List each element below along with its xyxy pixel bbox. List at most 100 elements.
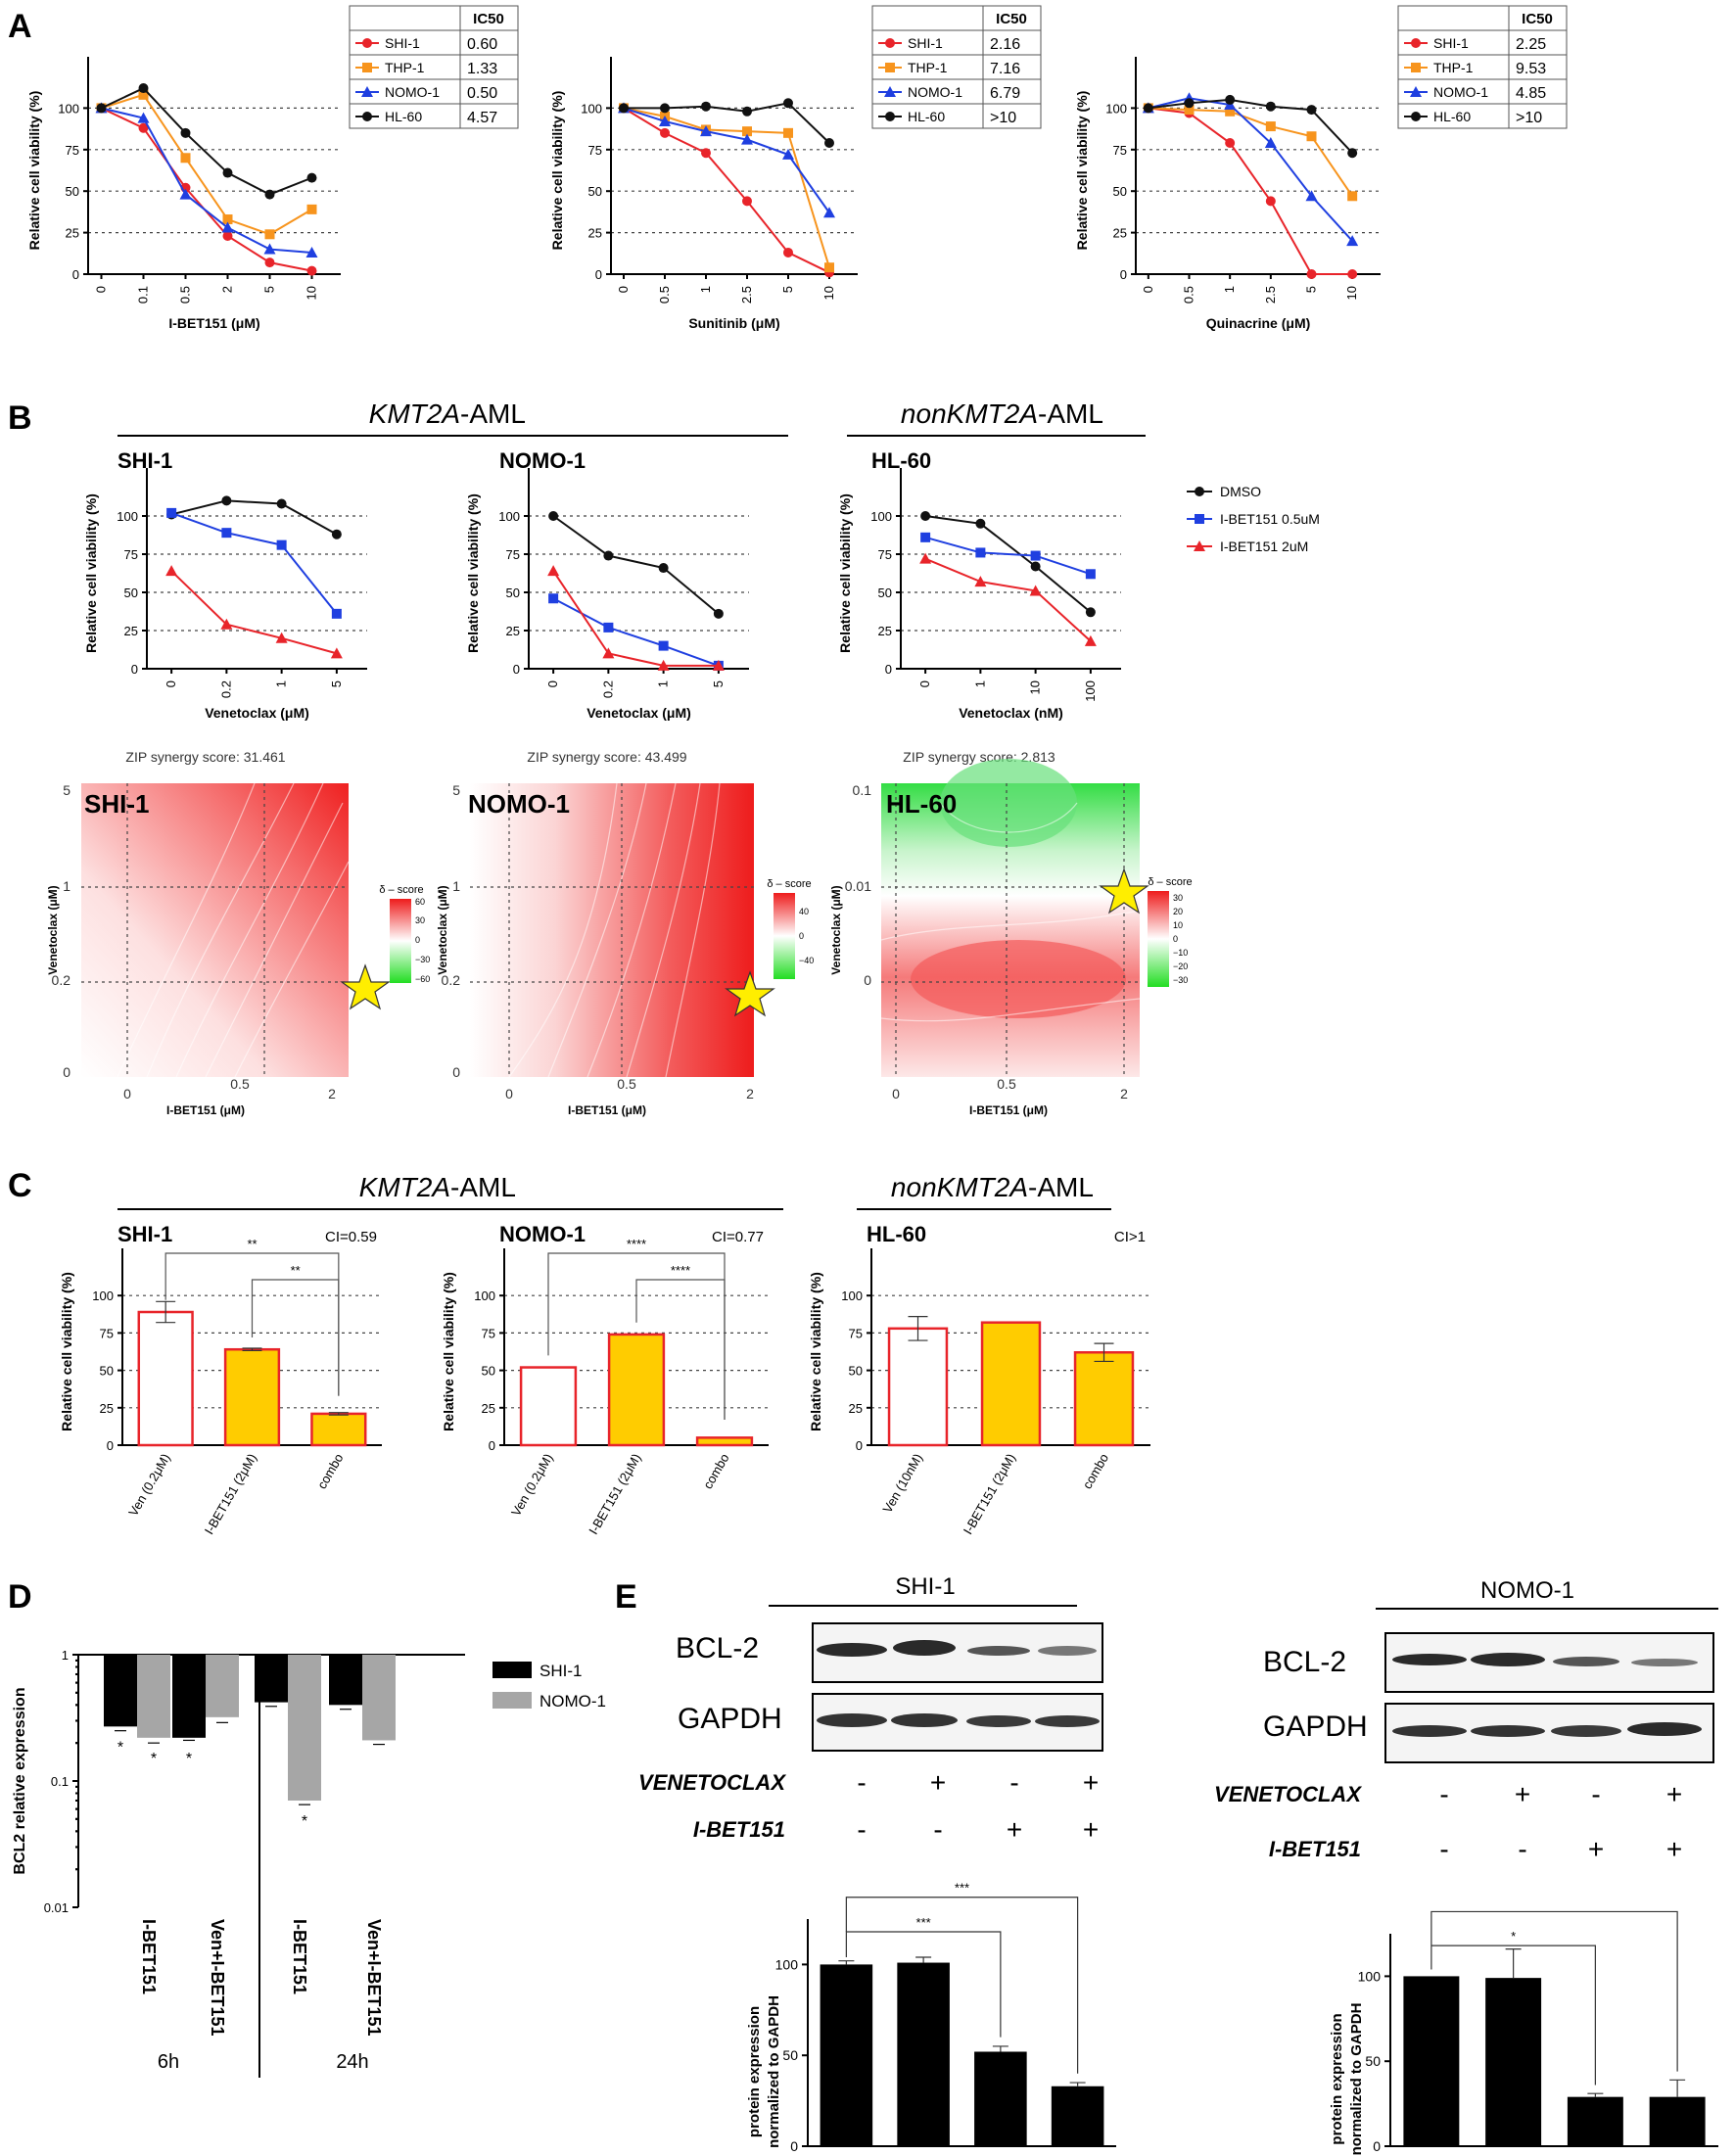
- series-line-shi-1: [623, 107, 830, 274]
- point: [975, 518, 986, 529]
- a-xtick-label: 5: [1304, 286, 1319, 293]
- c2-ytick-label: 25: [482, 1401, 495, 1416]
- hm-legend-title-nomo1: δ – score: [767, 878, 811, 890]
- b-legend: DMSO I-BET151 0.5uM I-BET151 2uM: [1187, 484, 1320, 554]
- sig-star: ****: [627, 1237, 646, 1251]
- b-xtick-label: 100: [1083, 680, 1098, 702]
- sig-star: **: [291, 1263, 301, 1278]
- hm-vtick-nomo1-0: 5: [452, 782, 460, 798]
- series-line-hl-60: [1148, 98, 1353, 154]
- d-ytick-label: 0.01: [44, 1900, 69, 1915]
- e-sig-bracket: [1430, 1910, 1678, 2072]
- point: [1029, 585, 1042, 596]
- series-line: [924, 515, 1092, 614]
- e-ytick-label: 100: [1358, 1968, 1382, 1984]
- hm-vtick-hl60-1: 0.01: [845, 878, 871, 894]
- ic50-legend-marker: [885, 112, 895, 121]
- hm-xlabel-nomo1: I-BET151 (μM): [568, 1103, 646, 1117]
- e-bar: [1485, 1978, 1542, 2146]
- a-xtick-label: 5: [262, 286, 277, 293]
- group-kmt2a-suffix-c: -AML: [450, 1172, 516, 1202]
- d-xtick-label: Ven+I-BET151: [364, 1919, 384, 2037]
- c-xtick-label: combo: [314, 1451, 347, 1491]
- b-legend-marker: [1194, 540, 1205, 551]
- point-hl-60: [180, 127, 191, 138]
- a1-ytick-label: 75: [66, 143, 79, 158]
- wb-band: [1553, 1657, 1619, 1666]
- star-nomo1: [725, 970, 775, 1017]
- d-bar-shi1: [104, 1655, 137, 1727]
- bar: [137, 1310, 194, 1447]
- b3-ytick-label: 0: [885, 662, 892, 677]
- wb-band: [1551, 1725, 1621, 1737]
- chart-c3: HL-60 CI>1 0 25 50 75 100 Relative cell viabili…: [808, 1222, 1150, 1537]
- e-bar: [820, 1964, 873, 2146]
- ic50-legend-marker: [362, 112, 372, 121]
- b-legend-marker: [1195, 487, 1204, 496]
- point-hl-60: [1143, 103, 1153, 114]
- b-legend-label: I-BET151 0.5uM: [1220, 511, 1320, 527]
- e-bar: [1051, 2086, 1104, 2146]
- ic50-table: IC50 SHI-1 2.16 THP-1 7.16 NOMO-1 6.79 HL-60 >10: [871, 5, 1042, 129]
- contours-shi1: [117, 782, 350, 1078]
- wb-band: [966, 1715, 1031, 1727]
- a-xtick-label: 2.5: [739, 286, 754, 304]
- hm-title-hl60: HL-60: [886, 789, 957, 819]
- b-xtick-label: 0.2: [218, 680, 233, 698]
- point-shi-1: [138, 122, 149, 133]
- c-ci: CI=0.77: [712, 1229, 764, 1245]
- point-hl-60: [824, 138, 834, 149]
- a-xtick-label: 2: [220, 286, 235, 293]
- e-sig: ***: [955, 1881, 969, 1896]
- bar: [223, 1347, 281, 1447]
- wb-sign: +: [1588, 1834, 1604, 1864]
- c1-ytick-label: 25: [100, 1401, 114, 1416]
- b-xlabel: Venetoclax (μM): [586, 705, 691, 721]
- hm-leg-shi1-1: 30: [415, 915, 425, 925]
- wb-band: [967, 1646, 1030, 1656]
- bar: [695, 1436, 754, 1447]
- bar: [519, 1366, 578, 1447]
- point-thp-1: [180, 153, 191, 164]
- wb-band: [893, 1640, 956, 1656]
- a-xtick-label: 5: [780, 286, 795, 293]
- point-hl-60: [619, 103, 629, 114]
- point: [658, 640, 669, 651]
- b-xtick-label: 5: [711, 680, 726, 687]
- hm-leg-shi1-3: −30: [415, 955, 430, 964]
- c2-ytick-label: 0: [489, 1438, 495, 1453]
- b2-ytick-label: 100: [498, 509, 520, 524]
- point-nomo-1: [305, 246, 318, 258]
- wb-sign: +: [1666, 1834, 1682, 1864]
- series-line-thp-1: [623, 107, 830, 268]
- a-xlabel: I-BET151 (μM): [168, 315, 259, 331]
- ic50-table: IC50 SHI-1 0.60 THP-1 1.33 NOMO-1 0.50 HL-60 4.5…: [349, 5, 519, 129]
- b3-ytick-label: 25: [878, 624, 892, 638]
- point-hl-60: [1184, 98, 1195, 109]
- point: [330, 647, 343, 659]
- e-bar: [974, 2051, 1027, 2146]
- wb-bcl2-label-shi1: BCL-2: [676, 1632, 759, 1664]
- point-thp-1: [1306, 131, 1317, 142]
- point: [221, 495, 232, 506]
- hm-vtick-shi1-3: 0: [63, 1064, 70, 1080]
- b-title: NOMO-1: [499, 448, 586, 473]
- star-hl60: [1099, 867, 1149, 914]
- a-xtick-label: 1: [698, 286, 713, 293]
- ic50-cell-value: 0.50: [467, 85, 497, 102]
- d-sig: *: [302, 1813, 307, 1830]
- a1-ytick-label: 0: [72, 267, 79, 282]
- series-line-nomo-1: [101, 107, 312, 254]
- ic50-cell-value: 7.16: [990, 61, 1020, 77]
- b-legend-marker: [1195, 514, 1204, 524]
- c1-ytick-label: 0: [107, 1438, 114, 1453]
- hm-itick-nomo1-1: 0.5: [617, 1076, 636, 1092]
- wb-title-nomo1: NOMO-1: [1480, 1577, 1574, 1604]
- d-ylabel: BCL2 relative expression: [12, 1687, 28, 1874]
- c-xtick-label: I-BET151 (2μM): [961, 1451, 1018, 1537]
- hm-title-nomo1: NOMO-1: [468, 789, 570, 819]
- b1-ytick-label: 25: [124, 624, 138, 638]
- ic50-cell-value: >10: [1516, 110, 1542, 126]
- contours-nomo1: [508, 782, 721, 1078]
